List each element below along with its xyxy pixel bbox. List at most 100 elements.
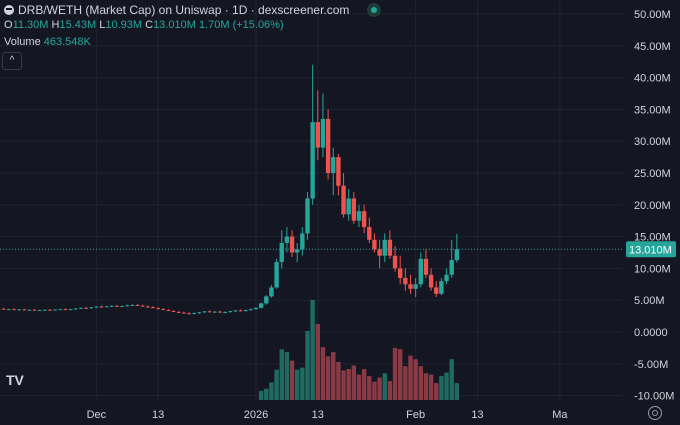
candle xyxy=(274,262,279,288)
volume-bar xyxy=(356,374,362,400)
candle xyxy=(310,122,315,199)
volume-bar xyxy=(434,383,439,400)
x-tick-label: 2026 xyxy=(244,409,268,421)
candle xyxy=(346,198,351,215)
y-tick-label: 50.00M xyxy=(634,9,671,21)
volume-bar xyxy=(351,365,357,400)
candle xyxy=(104,306,109,308)
candle xyxy=(58,309,63,311)
candle xyxy=(176,311,181,313)
x-tick-label: 13 xyxy=(312,409,324,421)
y-tick-label: 40.00M xyxy=(634,73,671,85)
price-change: 1.70M (+15.06%) xyxy=(198,19,284,31)
candle xyxy=(110,305,114,307)
candle xyxy=(99,306,104,308)
volume-bar xyxy=(423,373,429,400)
candle xyxy=(218,311,222,313)
x-tick-label: Feb xyxy=(406,409,425,421)
candle xyxy=(89,307,93,309)
candle xyxy=(156,308,160,310)
volume-bar xyxy=(361,369,367,400)
volume-bar xyxy=(403,366,408,400)
candle xyxy=(27,309,32,311)
volume-bar xyxy=(382,373,387,400)
candle xyxy=(454,249,460,261)
volume-row: Volume 463.548K xyxy=(4,36,91,48)
candle xyxy=(408,284,413,289)
candle xyxy=(295,249,300,253)
candle xyxy=(300,233,305,250)
candle xyxy=(73,308,78,310)
volume-bar xyxy=(372,381,377,400)
gear-icon[interactable] xyxy=(648,406,662,420)
candle xyxy=(213,311,217,313)
ohlc-row: O11.30M H15.43M L10.93M C13.010M 1.70M (… xyxy=(4,19,284,31)
candle xyxy=(32,309,37,311)
candle xyxy=(367,227,372,240)
volume-bar xyxy=(454,383,460,400)
y-tick-label: -10.00M xyxy=(634,391,674,403)
ohlc-value: 15.43M xyxy=(59,19,97,31)
volume-bar xyxy=(392,347,398,400)
collapse-legend-button[interactable]: ^ xyxy=(2,52,22,70)
candle xyxy=(249,309,253,311)
candle xyxy=(243,310,248,312)
volume-bar xyxy=(367,376,372,400)
candle xyxy=(258,303,264,308)
candle xyxy=(130,304,135,306)
live-status-icon xyxy=(367,3,382,17)
candle xyxy=(12,309,16,311)
candle xyxy=(428,274,434,288)
candle xyxy=(48,309,52,311)
candle xyxy=(120,305,124,307)
volume-bar xyxy=(284,352,290,400)
x-axis[interactable]: Dec 13 2026 13 Feb 13 Ma xyxy=(87,409,569,421)
candle xyxy=(351,198,357,221)
candle xyxy=(135,304,140,306)
candle xyxy=(320,118,326,148)
volume-bar xyxy=(449,359,454,400)
candle xyxy=(434,287,439,294)
volume-bar xyxy=(269,382,274,400)
candle xyxy=(423,258,429,275)
ohlc-key: O xyxy=(4,19,13,31)
candle xyxy=(68,309,73,311)
candle xyxy=(264,296,269,304)
volume-bar xyxy=(295,369,300,400)
candle xyxy=(115,305,119,307)
volume-bar xyxy=(428,374,434,400)
volume-bar xyxy=(289,360,295,400)
symbol-title[interactable]: DRB/WETH (Market Cap) on Uniswap · 1D · … xyxy=(18,3,350,17)
ohlc-close: C13.010M xyxy=(145,19,199,31)
candle xyxy=(63,309,68,311)
candle xyxy=(43,309,47,311)
candle xyxy=(84,307,88,309)
ohlc-key: C xyxy=(145,19,154,31)
y-tick-label: 45.00M xyxy=(634,41,671,53)
ohlc-high: H15.43M xyxy=(52,19,100,31)
candle xyxy=(197,312,202,314)
volume-bar xyxy=(346,369,351,400)
volume-bar xyxy=(305,330,310,400)
candle xyxy=(125,305,130,307)
y-tick-label: 5.00M xyxy=(634,295,665,307)
y-tick-label: 35.00M xyxy=(634,104,671,116)
x-tick-label: 13 xyxy=(152,409,164,421)
volume-bar xyxy=(315,323,320,400)
volume-bar xyxy=(413,359,418,400)
candle xyxy=(341,185,346,215)
candle xyxy=(444,274,449,282)
volume-bar xyxy=(418,366,423,400)
candle xyxy=(356,211,362,221)
y-axis[interactable]: 50.00M 45.00M 40.00M 35.00M 30.00M 25.00M 20.0… xyxy=(634,9,674,403)
volume-bar xyxy=(310,300,315,400)
x-tick-label: Ma xyxy=(552,409,568,421)
tradingview-logo[interactable]: TV xyxy=(6,372,24,388)
volume-bar xyxy=(444,372,449,400)
volume-bar xyxy=(439,376,444,400)
volume-bar xyxy=(320,347,326,400)
candle xyxy=(228,311,233,313)
candle xyxy=(233,310,238,312)
candle xyxy=(202,311,207,313)
